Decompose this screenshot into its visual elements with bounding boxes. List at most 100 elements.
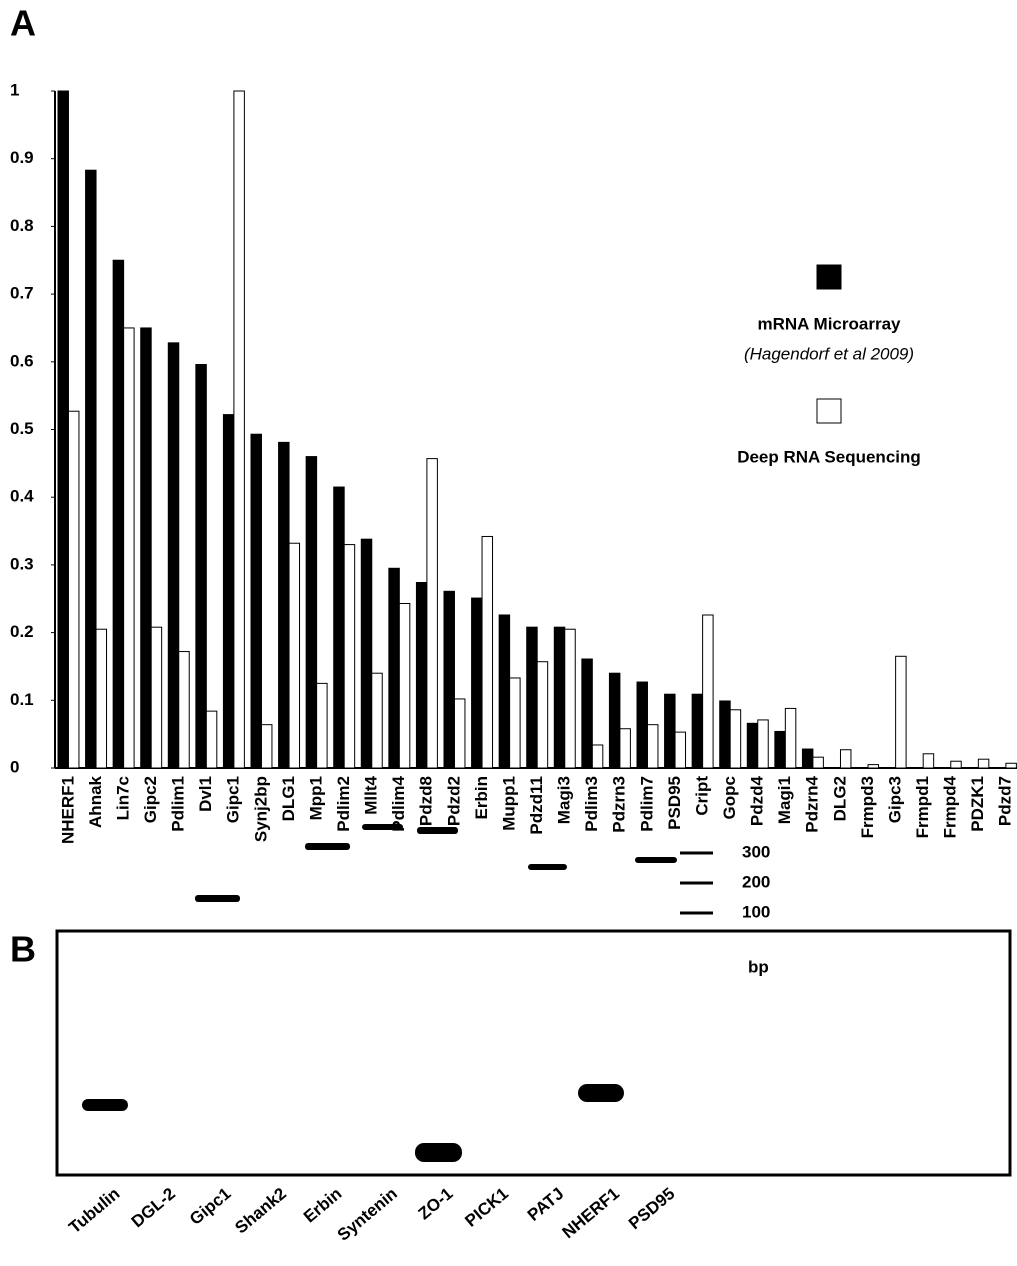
bar (620, 729, 630, 768)
x-tick-label: PSD95 (665, 776, 684, 830)
panel-label: A (10, 3, 36, 44)
x-tick-label: Mllt4 (362, 775, 381, 814)
bar (261, 725, 271, 768)
x-tick-label: Pdzd2 (444, 776, 463, 826)
lane-label: Syntenin (334, 1184, 401, 1245)
bar (499, 615, 509, 768)
legend-swatch (817, 265, 841, 289)
x-tick-label: Pdzd7 (996, 776, 1015, 826)
x-tick-label: PDZK1 (968, 776, 987, 832)
bar (527, 627, 537, 768)
y-tick-label: 0.2 (10, 622, 34, 641)
bar (68, 411, 78, 768)
bar (389, 568, 399, 768)
y-tick-label: 0.1 (10, 690, 34, 709)
x-tick-label: Magi3 (555, 776, 574, 824)
legend-note: (Hagendorf et al 2009) (744, 344, 914, 363)
bar (840, 750, 850, 768)
bar (58, 91, 68, 768)
bar (665, 694, 675, 768)
gel-band (635, 857, 677, 863)
bar (565, 629, 575, 768)
bar (537, 662, 547, 768)
y-tick-label: 0.8 (10, 216, 34, 235)
bar (482, 536, 492, 768)
gel-band (528, 864, 567, 870)
bar (896, 656, 906, 768)
x-tick-label: NHERF1 (58, 776, 77, 844)
x-tick-label: DLG1 (279, 776, 298, 821)
lane-label: PSD95 (625, 1184, 678, 1233)
bar (344, 545, 354, 768)
y-tick-label: 0.6 (10, 351, 34, 370)
bar (361, 539, 371, 768)
y-tick-label: 0.9 (10, 148, 34, 167)
bar (113, 260, 123, 768)
bar (279, 442, 289, 768)
bar (206, 711, 216, 768)
y-tick-label: 1 (10, 80, 19, 99)
ladder-label: 100 (742, 902, 770, 921)
x-tick-label: Frmpd4 (941, 775, 960, 838)
y-tick-label: 0 (10, 757, 19, 776)
bar (775, 731, 785, 768)
y-tick-label: 0.5 (10, 419, 34, 438)
lane-label: Shank2 (231, 1184, 290, 1237)
bar (692, 694, 702, 768)
x-tick-label: Synj2bp (251, 776, 270, 842)
gel-band (415, 1143, 462, 1162)
legend-label: mRNA Microarray (758, 314, 902, 333)
x-tick-label: Gipc1 (224, 776, 243, 823)
x-tick-label: Pdlim1 (169, 776, 188, 832)
panel-label: B (10, 929, 36, 970)
gel-unit: bp (748, 957, 769, 976)
gel-frame (57, 931, 1010, 1175)
y-tick-label: 0.7 (10, 284, 34, 303)
bar (168, 343, 178, 768)
bar (372, 673, 382, 768)
bar (978, 759, 988, 768)
x-tick-label: Pdlim3 (582, 776, 601, 832)
bar (196, 365, 206, 768)
bar (813, 757, 823, 768)
x-tick-label: Mpp1 (306, 776, 325, 820)
bar (124, 328, 134, 768)
x-tick-label: Gipc2 (141, 776, 160, 823)
lane-label: Gipc1 (186, 1184, 234, 1229)
bar (427, 459, 437, 768)
x-tick-label: Erbin (472, 776, 491, 819)
x-tick-label: Ahnak (86, 775, 105, 828)
x-tick-label: Lin7c (113, 776, 132, 820)
x-tick-label: Pdzrn4 (803, 775, 822, 832)
x-tick-label: Pdzd4 (748, 775, 767, 826)
bar (703, 615, 713, 768)
ladder-label: 300 (742, 842, 770, 861)
bar (802, 749, 812, 768)
bar (923, 754, 933, 768)
bar (234, 91, 244, 768)
bar (720, 701, 730, 768)
bar (472, 598, 482, 768)
x-tick-label: Magi1 (775, 776, 794, 824)
gel-band (305, 843, 350, 850)
x-tick-label: DLG2 (830, 776, 849, 821)
x-tick-label: Pdlim4 (389, 775, 408, 831)
gel-band (578, 1084, 624, 1102)
bar (306, 457, 316, 768)
legend-swatch (817, 399, 841, 423)
lane-label: PICK1 (461, 1184, 512, 1231)
x-tick-label: Pdlim2 (334, 776, 353, 832)
bar (151, 627, 161, 768)
bar (86, 170, 96, 768)
lane-label: PATJ (524, 1184, 568, 1225)
gel-band (195, 895, 240, 902)
bar (334, 487, 344, 768)
bar (554, 627, 564, 768)
bar (289, 543, 299, 768)
bar (510, 678, 520, 768)
gel-band (417, 827, 458, 834)
bar (96, 629, 106, 768)
bar (951, 761, 961, 768)
x-tick-label: Gipc3 (885, 776, 904, 823)
gel-band (82, 1099, 128, 1111)
